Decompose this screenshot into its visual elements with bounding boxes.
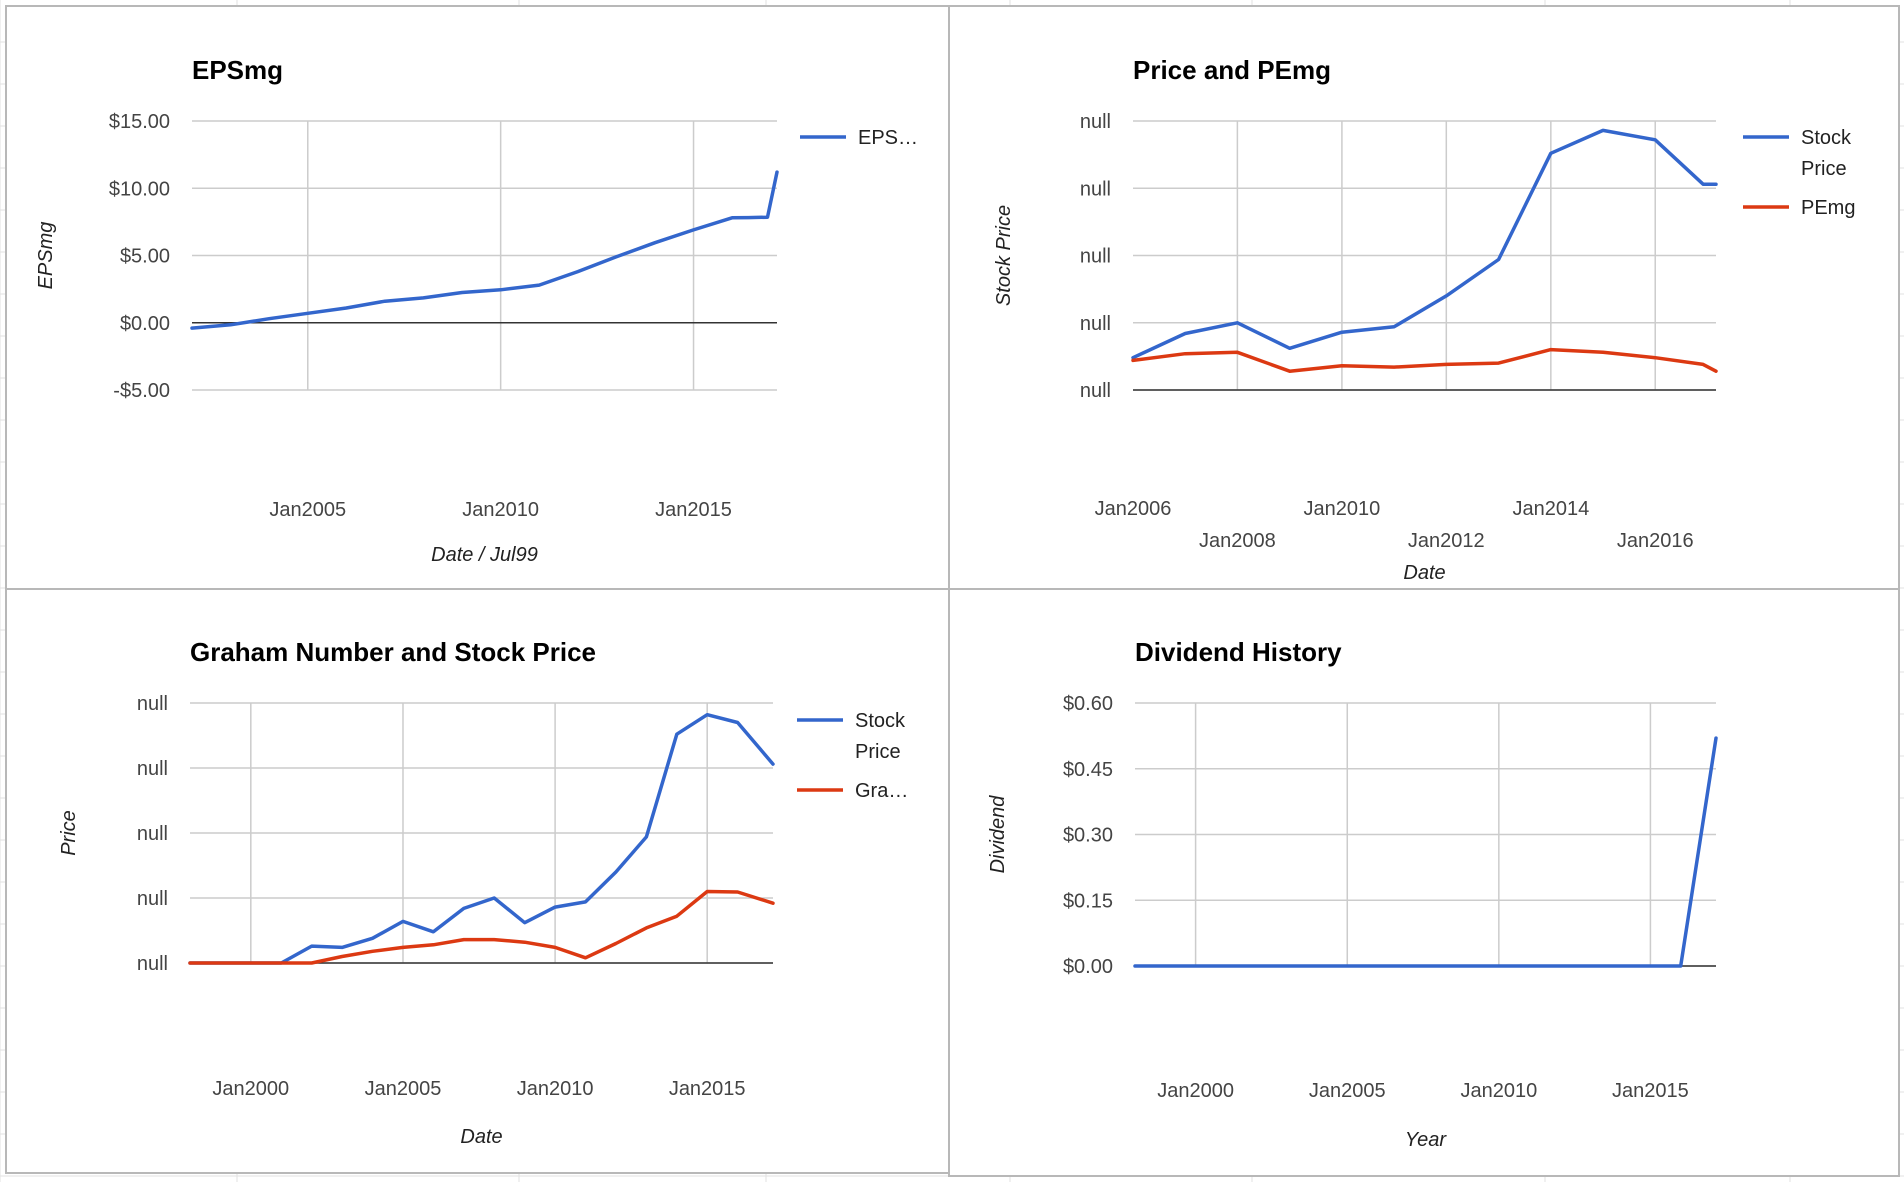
x-tick-label: Jan2010 bbox=[517, 1078, 594, 1100]
x-tick-label: Jan2000 bbox=[1157, 1080, 1234, 1102]
x-axis-title: Date bbox=[1403, 562, 1445, 584]
y-tick-label: $0.30 bbox=[1063, 825, 1113, 847]
legend-label[interactable]: Stock Price bbox=[855, 710, 906, 763]
x-tick-label: Jan2000 bbox=[212, 1078, 289, 1100]
y-tick-label: null bbox=[1080, 111, 1111, 133]
y-tick-label: null bbox=[137, 758, 168, 780]
x-tick-label: Jan2010 bbox=[1304, 498, 1381, 520]
x-tick-label: Jan2005 bbox=[365, 1078, 442, 1100]
y-tick-label: $0.00 bbox=[1063, 956, 1113, 978]
series-line-1[interactable] bbox=[1131, 347, 1718, 373]
x-tick-label: Jan2010 bbox=[462, 499, 539, 521]
x-axis-title: Date bbox=[460, 1126, 502, 1148]
y-tick-label: $5.00 bbox=[120, 246, 170, 268]
y-tick-label: $0.00 bbox=[120, 313, 170, 335]
series-line-0[interactable] bbox=[188, 712, 775, 965]
y-tick-label: $0.15 bbox=[1063, 890, 1113, 912]
series-line-0[interactable] bbox=[1133, 736, 1718, 968]
x-tick-label: Jan2012 bbox=[1408, 530, 1485, 552]
x-axis-title: Year bbox=[1405, 1129, 1447, 1151]
legend-label[interactable]: PEmg bbox=[1801, 197, 1855, 219]
chart-title: Price and PEmg bbox=[1133, 55, 1331, 85]
y-tick-label: null bbox=[1080, 313, 1111, 335]
legend-label[interactable]: EPS… bbox=[858, 127, 918, 149]
y-axis-title: EPSmg bbox=[35, 222, 57, 290]
chart-panel-graham-price[interactable]: Graham Number and Stock Price null null nul… bbox=[5, 588, 950, 1174]
series-line-1[interactable] bbox=[188, 889, 775, 965]
chart-epsmg: EPSmg $15.00 $10.00 $5.00 $0.00 -$5.00 Jan2005… bbox=[35, 55, 918, 566]
y-tick-label: -$5.00 bbox=[113, 380, 170, 402]
x-tick-label: Jan2005 bbox=[269, 499, 346, 521]
chart-dividend-history: Dividend History $0.60 $0.45 $0.30 $0.15 $0.0… bbox=[987, 637, 1718, 1151]
chart-title: EPSmg bbox=[192, 55, 283, 85]
chart-price-pemg: Price and PEmg null null null null null Jan200… bbox=[993, 55, 1855, 584]
x-tick-label: Jan2015 bbox=[655, 499, 732, 521]
chart-title: Graham Number and Stock Price bbox=[190, 637, 596, 667]
y-tick-label: null bbox=[137, 693, 168, 715]
y-axis-title: Dividend bbox=[987, 795, 1009, 874]
x-tick-label: Jan2010 bbox=[1460, 1080, 1537, 1102]
y-tick-label: $10.00 bbox=[109, 178, 170, 200]
y-tick-label: $0.60 bbox=[1063, 693, 1113, 715]
legend-label[interactable]: Stock Price bbox=[1801, 127, 1852, 180]
y-tick-label: null bbox=[137, 823, 168, 845]
x-tick-label: Jan2015 bbox=[669, 1078, 746, 1100]
x-tick-label: Jan2006 bbox=[1095, 498, 1172, 520]
x-tick-label: Jan2015 bbox=[1612, 1080, 1689, 1102]
x-tick-label: Jan2008 bbox=[1199, 530, 1276, 552]
legend-label[interactable]: Gra… bbox=[855, 780, 908, 802]
series-line-0[interactable] bbox=[190, 170, 779, 330]
chart-panel-price-pemg[interactable]: Price and PEmg null null null null null Jan200… bbox=[948, 5, 1900, 590]
y-tick-label: null bbox=[137, 953, 168, 975]
x-tick-label: Jan2005 bbox=[1309, 1080, 1386, 1102]
chart-panel-epsmg[interactable]: EPSmg $15.00 $10.00 $5.00 $0.00 -$5.00 Jan2005… bbox=[5, 5, 950, 590]
x-tick-label: Jan2014 bbox=[1512, 498, 1589, 520]
x-axis-title: Date / Jul99 bbox=[431, 544, 538, 566]
y-axis-title: Stock Price bbox=[993, 205, 1015, 306]
y-axis-title: Price bbox=[58, 810, 80, 856]
y-tick-label: $0.45 bbox=[1063, 759, 1113, 781]
y-tick-label: null bbox=[1080, 380, 1111, 402]
x-tick-label: Jan2016 bbox=[1617, 530, 1694, 552]
y-tick-label: $15.00 bbox=[109, 111, 170, 133]
chart-panel-dividend-history[interactable]: Dividend History $0.60 $0.45 $0.30 $0.15 $0.0… bbox=[948, 588, 1900, 1177]
y-tick-label: null bbox=[1080, 246, 1111, 268]
chart-graham-price: Graham Number and Stock Price null null nul… bbox=[58, 637, 908, 1148]
y-tick-label: null bbox=[1080, 178, 1111, 200]
series-line-0[interactable] bbox=[1131, 128, 1718, 360]
y-tick-label: null bbox=[137, 888, 168, 910]
chart-title: Dividend History bbox=[1135, 637, 1342, 667]
